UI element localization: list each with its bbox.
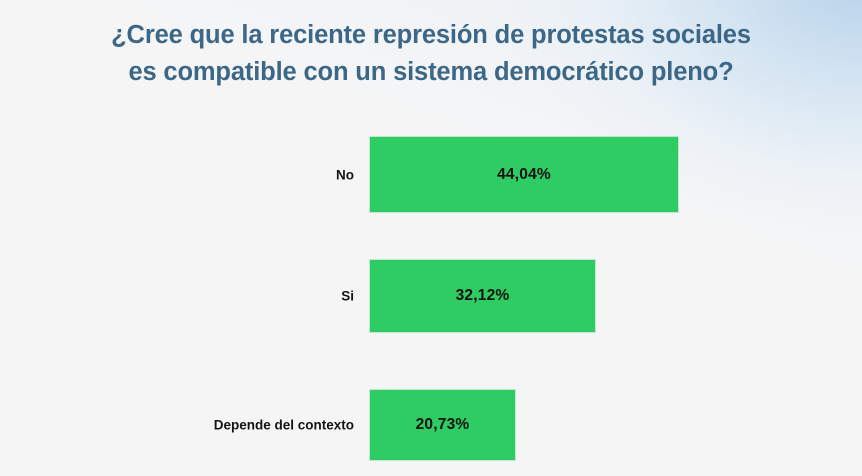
bar-row: Depende del contexto 20,73%: [0, 390, 862, 460]
bar-track: 20,73%: [370, 390, 515, 460]
chart-title-line-2: es compatible con un sistema democrático…: [128, 58, 734, 86]
bar-value-label: 44,04%: [497, 165, 551, 183]
bar-track: 32,12%: [370, 260, 595, 332]
bar-category-label: Si: [341, 288, 354, 304]
bar-fill[interactable]: 32,12%: [370, 260, 595, 332]
bar-row: Si 32,12%: [0, 260, 862, 332]
bar-value-label: 20,73%: [415, 416, 470, 433]
bar-category-label: Depende del contexto: [213, 417, 354, 433]
bar-track: 44,04%: [370, 137, 678, 212]
bar-value-label: 32,12%: [455, 287, 510, 304]
chart-title-line-1: ¿Cree que la reciente represión de prote…: [111, 21, 751, 49]
bar-row: No 44,04%: [0, 137, 862, 212]
bar-fill[interactable]: 44,04%: [370, 137, 678, 212]
chart-title: ¿Cree que la reciente represión de prote…: [0, 17, 862, 91]
bar-fill[interactable]: 20,73%: [370, 390, 515, 460]
bar-category-label: No: [336, 167, 354, 182]
